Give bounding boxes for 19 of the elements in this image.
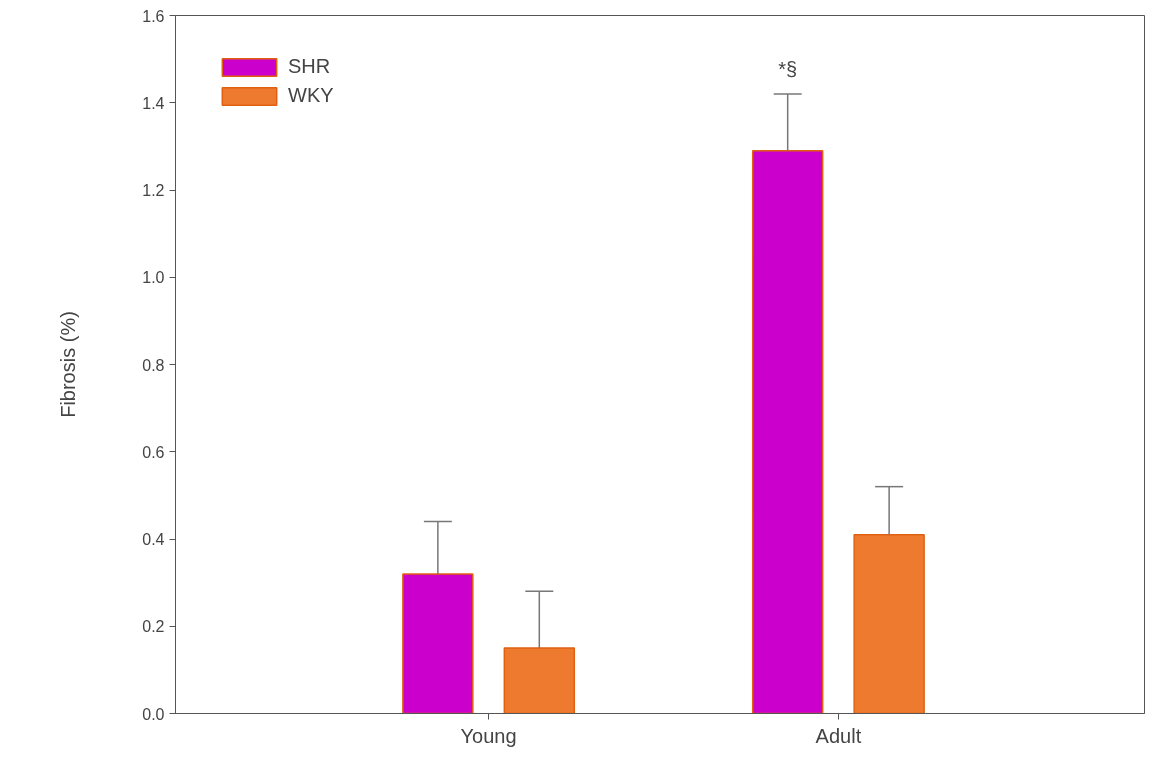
x-tick-label: Adult — [815, 724, 862, 747]
y-tick-label: 0.2 — [142, 618, 165, 636]
legend-label: WKY — [288, 84, 334, 107]
annotation: *§ — [778, 58, 798, 81]
y-tick-label: 1.4 — [142, 94, 165, 112]
y-tick-label: 1.2 — [142, 182, 165, 199]
y-tick-label: 1.0 — [142, 269, 165, 287]
y-tick-label: 0.6 — [142, 443, 165, 461]
x-tick-label: Young — [460, 724, 517, 747]
y-tick-label: 1.6 — [142, 7, 165, 25]
legend-label: SHR — [288, 55, 331, 78]
y-tick-label: 0.0 — [142, 705, 165, 723]
bar — [402, 573, 474, 714]
bar — [503, 647, 576, 714]
y-tick-label: 0.8 — [142, 356, 165, 374]
y-axis-title: Fibrosis (%) — [57, 311, 80, 418]
bar — [853, 533, 925, 714]
y-tick-label: 0.4 — [142, 531, 165, 548]
bar — [751, 149, 824, 714]
